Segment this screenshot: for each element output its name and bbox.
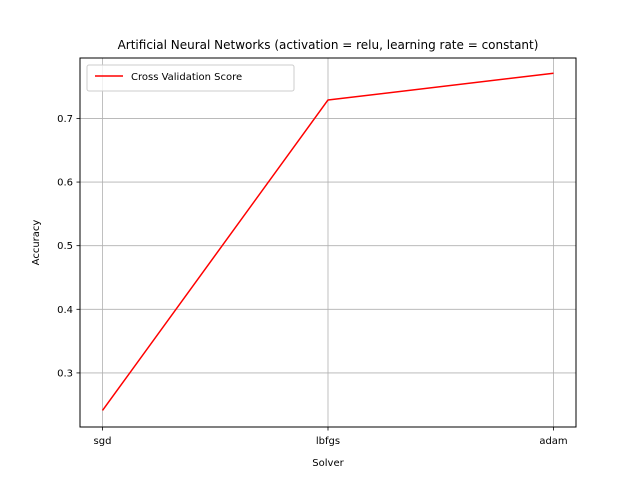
x-axis-label: Solver: [312, 458, 344, 469]
x-tick-label: adam: [539, 436, 567, 447]
ticks: sgd lbfgs adam 0.3 0.4 0.5 0.6 0.7: [57, 114, 568, 447]
x-tick-label: sgd: [94, 436, 112, 447]
series-layer: [101, 72, 554, 411]
chart-title: Artificial Neural Networks (activation =…: [118, 38, 539, 52]
grid: [80, 58, 576, 427]
legend: Cross Validation Score: [86, 64, 295, 92]
y-tick-label: 0.7: [57, 114, 73, 125]
legend-label: Cross Validation Score: [131, 72, 242, 83]
y-tick-label: 0.3: [57, 368, 73, 379]
y-tick-label: 0.6: [57, 178, 73, 189]
x-tick-label: lbfgs: [316, 436, 340, 447]
y-tick-label: 0.5: [57, 241, 73, 252]
legend-box: [86, 64, 295, 92]
y-axis-label: Accuracy: [31, 220, 42, 266]
y-tick-label: 0.4: [57, 305, 73, 316]
series-line: [101, 72, 554, 411]
